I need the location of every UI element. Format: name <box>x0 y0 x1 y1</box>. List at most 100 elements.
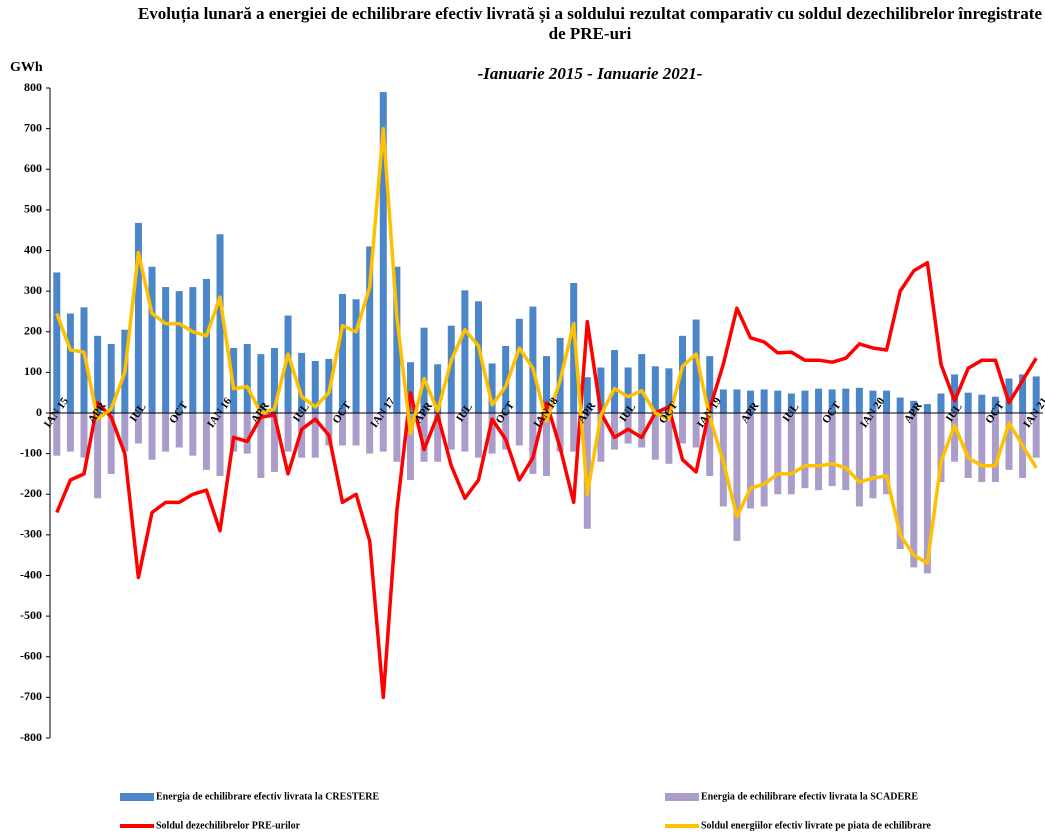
bar <box>760 389 768 413</box>
chart-title: Evoluția lunară a energiei de echilibrar… <box>137 4 1043 43</box>
bar <box>121 413 129 452</box>
bar <box>107 413 115 474</box>
bar <box>338 293 346 413</box>
bar <box>855 387 863 413</box>
y-tick-label: 0 <box>36 405 42 419</box>
bar <box>488 413 496 454</box>
bar <box>298 352 306 413</box>
bar <box>175 291 183 413</box>
x-tick-label: OCT <box>657 399 681 426</box>
y-tick-label: 300 <box>24 283 42 297</box>
bar <box>502 413 510 450</box>
bar <box>502 345 510 413</box>
legend-swatch <box>665 793 699 801</box>
y-tick-label: -600 <box>20 649 42 663</box>
bar <box>828 413 836 487</box>
y-tick-label: 800 <box>24 80 42 94</box>
bar <box>257 354 265 413</box>
bar <box>216 413 224 476</box>
bar <box>529 413 537 474</box>
bar <box>366 413 374 454</box>
bar <box>801 413 809 489</box>
bar <box>556 413 564 452</box>
bar <box>379 92 387 413</box>
legend-label: Energia de echilibrare efectiv livrata l… <box>701 791 918 802</box>
y-tick-label: -500 <box>20 608 42 622</box>
bar <box>570 413 578 452</box>
bar <box>787 413 795 495</box>
bar <box>570 283 578 413</box>
bar <box>325 413 333 446</box>
bar <box>774 413 782 495</box>
bar <box>665 413 673 464</box>
x-tick-label: OCT <box>167 399 191 426</box>
bar <box>910 413 918 568</box>
bar <box>543 356 550 413</box>
bar <box>964 413 972 478</box>
bar <box>461 290 469 413</box>
bar <box>488 363 496 413</box>
bar <box>94 335 102 413</box>
bar <box>134 413 142 444</box>
bar <box>624 367 632 413</box>
y-tick-label: -100 <box>20 445 42 459</box>
bar <box>638 354 646 413</box>
bar <box>679 335 687 413</box>
bar <box>991 413 999 483</box>
bar <box>202 278 210 413</box>
bar <box>243 343 251 413</box>
x-tick-label: APR <box>739 399 762 425</box>
bar <box>311 413 319 458</box>
bar <box>230 413 238 452</box>
bar <box>815 388 823 413</box>
bar <box>978 413 986 483</box>
bar <box>53 272 61 413</box>
bar <box>134 222 142 413</box>
bar <box>801 390 809 413</box>
legend-swatch <box>120 793 154 801</box>
y-tick-label: 500 <box>24 202 42 216</box>
bar <box>379 413 387 452</box>
bar <box>284 315 292 413</box>
bar <box>175 413 183 448</box>
legend-label: Soldul energiilor efectiv livrate pe pia… <box>701 820 931 831</box>
y-axis-label: GWh <box>10 60 43 75</box>
legend-label: Energia de echilibrare efectiv livrata l… <box>156 791 379 802</box>
bar <box>978 394 986 413</box>
bar <box>1005 413 1013 470</box>
x-tick-label: OCT <box>820 399 844 426</box>
bar <box>515 413 523 446</box>
bar <box>883 413 891 495</box>
bar <box>774 390 782 413</box>
legend-label: Soldul dezechilibrelor PRE-urilor <box>156 820 301 831</box>
bar <box>855 413 863 507</box>
bar <box>338 413 346 446</box>
bar <box>583 377 591 413</box>
bar <box>842 388 850 413</box>
bar <box>543 413 550 476</box>
line <box>55 126 1038 566</box>
bar <box>66 413 74 452</box>
y-tick-label: -200 <box>20 486 42 500</box>
bar <box>923 413 931 574</box>
bar <box>896 397 904 413</box>
bar <box>706 413 714 476</box>
bar <box>434 364 442 413</box>
bar <box>842 413 850 491</box>
bar <box>937 393 945 413</box>
bar <box>1032 376 1040 413</box>
bar <box>910 400 918 413</box>
bar <box>66 313 74 413</box>
bar <box>719 389 727 413</box>
y-tick-label: 400 <box>24 242 42 256</box>
x-tick-label: APR <box>412 399 435 425</box>
bar <box>311 361 319 413</box>
bar <box>611 413 619 450</box>
bar <box>747 390 755 413</box>
bar <box>162 287 170 413</box>
bar <box>828 389 836 413</box>
bar <box>189 287 197 413</box>
bar <box>352 413 360 446</box>
bar <box>611 350 619 413</box>
